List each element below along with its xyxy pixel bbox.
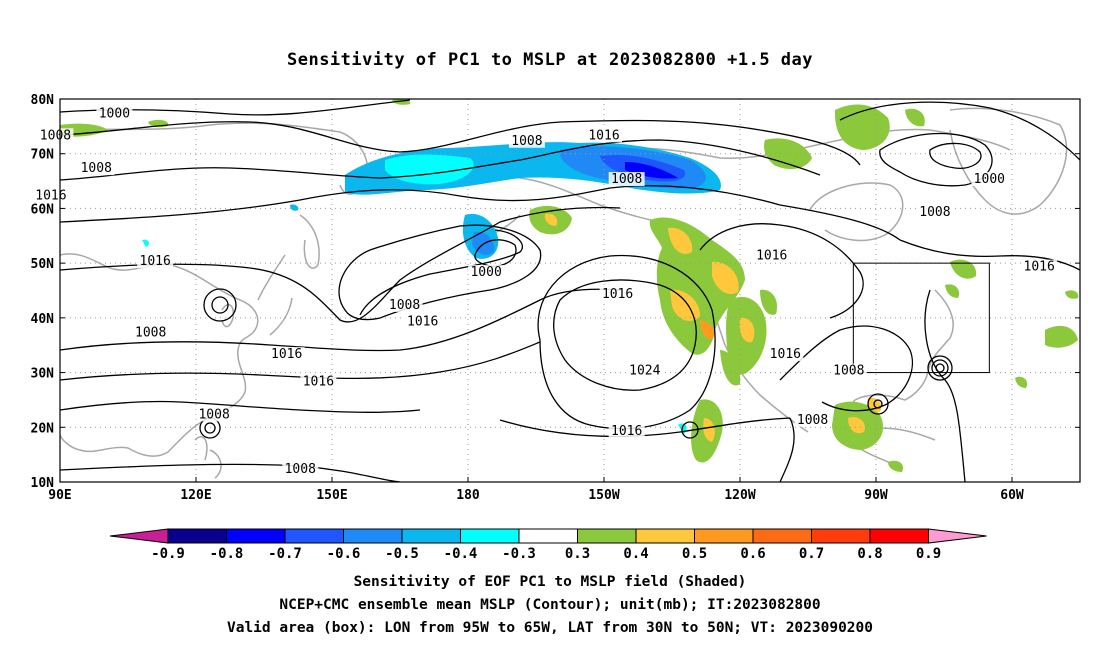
colorbar-swatch — [460, 528, 520, 544]
colorbar-high-triangle — [928, 528, 987, 544]
colorbar-swatch — [752, 528, 812, 544]
colorbar-label: -0.6 — [327, 546, 361, 562]
contour-label: 1016 — [407, 314, 438, 329]
lat-tick-label: 60N — [31, 202, 55, 217]
contour-label: 1016 — [35, 188, 66, 203]
contour-label: 1008 — [611, 172, 642, 187]
contour-label: 1016 — [770, 347, 801, 362]
colorbar-label: -0.3 — [502, 546, 536, 562]
contour-label: 1008 — [40, 128, 71, 143]
colorbar-swatch — [577, 528, 637, 544]
lon-tick-label: 60W — [1000, 488, 1024, 503]
colorbar-swatch — [518, 528, 578, 544]
colorbar-label: -0.5 — [385, 546, 419, 562]
contour-label: 1016 — [611, 424, 642, 439]
map-title: Sensitivity of PC1 to MSLP at 2023082800… — [286, 50, 813, 70]
valid-area-box — [852, 262, 990, 374]
colorbar-swatch — [869, 528, 929, 544]
contour-label: 1000 — [974, 172, 1005, 187]
contour-label: 1008 — [797, 413, 828, 428]
contour-label: 1008 — [833, 364, 864, 379]
contour-label: 1016 — [602, 287, 633, 302]
contour-label: 1008 — [81, 161, 112, 176]
colorbar-swatch — [226, 528, 286, 544]
lat-tick-label: 10N — [31, 476, 55, 491]
colorbar-swatch — [284, 528, 344, 544]
contour-label: 1016 — [588, 128, 619, 143]
lon-tick-label: 90E — [48, 488, 71, 503]
colorbar-label: 0.6 — [740, 546, 765, 562]
colorbar-label: 0.9 — [916, 546, 941, 562]
colorbar-swatch — [401, 528, 461, 544]
contour-label: 1024 — [629, 364, 660, 379]
lon-tick-label: 120E — [180, 488, 211, 503]
colorbar-swatch — [694, 528, 754, 544]
contour-label: 1016 — [756, 249, 787, 264]
lat-tick-label: 40N — [31, 312, 55, 327]
colorbar-low-triangle — [109, 528, 169, 544]
colorbar-label: 0.5 — [682, 546, 707, 562]
colorbar-swatch — [635, 528, 695, 544]
colorbar-label: 0.3 — [565, 546, 590, 562]
colorbar: -0.9 -0.8 -0.7 -0.6 -0.5 -0.4 -0.3 0.3 0.4 0.5 0.6… — [109, 528, 987, 562]
sensitivity-shading — [60, 99, 1079, 472]
lon-tick-labels: 90E 120E 150E 180 150W 120W 90W 60W — [48, 477, 1024, 503]
colorbar-swatch — [343, 528, 403, 544]
contour-label: 1008 — [285, 462, 316, 477]
colorbar-label: -0.8 — [210, 546, 244, 562]
colorbar-label: 0.7 — [799, 546, 824, 562]
colorbar-label: 0.4 — [623, 546, 648, 562]
contour-label: 1016 — [140, 254, 171, 269]
mslp-contours — [60, 99, 1080, 482]
lat-tick-labels: 10N 20N 30N 40N 50N 60N 70N 80N — [31, 93, 1080, 491]
contour-label: 1016 — [271, 347, 302, 362]
colorbar-label: -0.7 — [268, 546, 302, 562]
lon-tick-label: 150E — [316, 488, 347, 503]
lon-tick-label: 150W — [588, 488, 619, 503]
lat-tick-label: 50N — [31, 257, 55, 272]
contour-label: 1000 — [470, 265, 501, 280]
caption-shaded: Sensitivity of EOF PC1 to MSLP field (Sh… — [353, 574, 747, 590]
lon-tick-label: 120W — [724, 488, 755, 503]
caption-contour: NCEP+CMC ensemble mean MSLP (Contour); u… — [279, 597, 821, 613]
colorbar-label: 0.8 — [857, 546, 882, 562]
lon-tick-label: 180 — [456, 488, 480, 503]
lon-tick-label: 90W — [864, 488, 888, 503]
colorbar-label: -0.9 — [151, 546, 185, 562]
contour-label: 1008 — [389, 298, 420, 313]
lat-tick-label: 80N — [31, 93, 55, 108]
lat-tick-label: 20N — [31, 421, 55, 436]
contour-label: 1008 — [919, 205, 950, 220]
map-frame — [59, 98, 1081, 483]
contour-label: 1008 — [198, 407, 229, 422]
contour-label: 1008 — [135, 325, 166, 340]
contour-label: 1000 — [99, 106, 130, 121]
colorbar-swatch — [167, 528, 227, 544]
lat-tick-label: 70N — [31, 148, 55, 163]
contour-labels: 1000100810081016101610081016101610081008… — [32, 106, 1058, 477]
lat-tick-label: 30N — [31, 367, 55, 382]
colorbar-swatch — [811, 528, 871, 544]
contour-label: 1008 — [511, 134, 542, 149]
contour-label: 1016 — [1024, 260, 1055, 275]
contour-label: 1016 — [303, 375, 334, 390]
colorbar-label: -0.4 — [444, 546, 478, 562]
caption-valid-area: Valid area (box): LON from 95W to 65W, L… — [226, 620, 873, 636]
